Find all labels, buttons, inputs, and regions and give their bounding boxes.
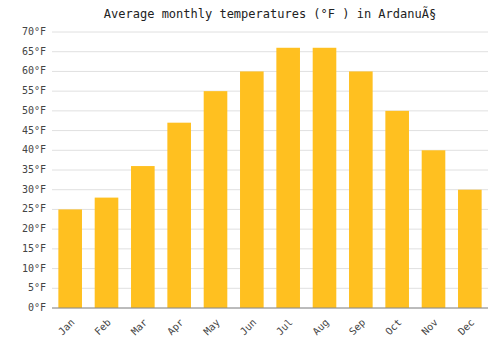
x-tick-label: Feb [92, 317, 113, 338]
y-tick-label: 15°F [22, 243, 46, 254]
x-tick-label: Apr [165, 317, 186, 338]
bar [58, 209, 82, 308]
grid-line [52, 32, 488, 33]
x-tick-label: Dec [456, 317, 477, 338]
y-tick-label: 10°F [22, 263, 46, 274]
page: {"chart_data": {"type": "bar", "title": … [0, 0, 500, 350]
bar [167, 123, 191, 308]
x-axis-line [52, 308, 488, 309]
bar [385, 111, 409, 308]
x-tick-label: Mar [129, 317, 150, 338]
bar [204, 91, 228, 308]
x-tick-label: Jul [274, 317, 295, 338]
x-tick-label: Oct [383, 317, 404, 338]
y-tick-label: 65°F [22, 46, 46, 57]
grid [52, 32, 488, 308]
bar [131, 166, 155, 308]
y-tick-label: 60°F [22, 65, 46, 76]
y-tick-label: 40°F [22, 144, 46, 155]
x-axis: Jan Feb Mar Apr May Jun Jul Aug Sep Oct Nov Dec [52, 308, 488, 337]
x-tick-label: Nov [419, 317, 440, 338]
y-tick-label: 50°F [22, 105, 46, 116]
grid-line [52, 130, 488, 131]
x-tick-label: Aug [310, 317, 331, 338]
x-tick-label: May [201, 317, 222, 338]
bar [276, 48, 300, 308]
bar [349, 71, 373, 308]
title: Average monthly temperatures (°F ) in Ar… [104, 6, 436, 21]
y-tick-label: 45°F [22, 125, 46, 136]
bar [240, 71, 264, 308]
y-tick-label: 5°F [28, 282, 46, 293]
bar [422, 150, 446, 308]
grid-line [52, 308, 488, 309]
y-tick-label: 30°F [22, 184, 46, 195]
y-tick-label: 55°F [22, 85, 46, 96]
grid-line [52, 91, 488, 92]
x-tick-label: Jun [238, 317, 259, 338]
y-tick-label: 70°F [22, 26, 46, 37]
bar [458, 190, 482, 308]
y-axis: 0°F 5°F 10°F 15°F 20°F 25°F 30°F 35°F 40°F 45°F 50… [22, 26, 46, 313]
x-tick-label: Jan [56, 317, 77, 338]
bar [95, 198, 119, 308]
chart: 0°F 5°F 10°F 15°F 20°F 25°F 30°F 35°F 40°F 45°F 50… [0, 0, 500, 350]
y-tick-label: 25°F [22, 203, 46, 214]
y-tick-label: 0°F [28, 302, 46, 313]
x-tick-label: Sep [347, 317, 368, 338]
bar [313, 48, 337, 308]
bars [58, 48, 481, 308]
y-tick-label: 35°F [22, 164, 46, 175]
grid-line [52, 71, 488, 72]
grid-line [52, 110, 488, 111]
grid-line [52, 51, 488, 52]
y-tick-label: 20°F [22, 223, 46, 234]
